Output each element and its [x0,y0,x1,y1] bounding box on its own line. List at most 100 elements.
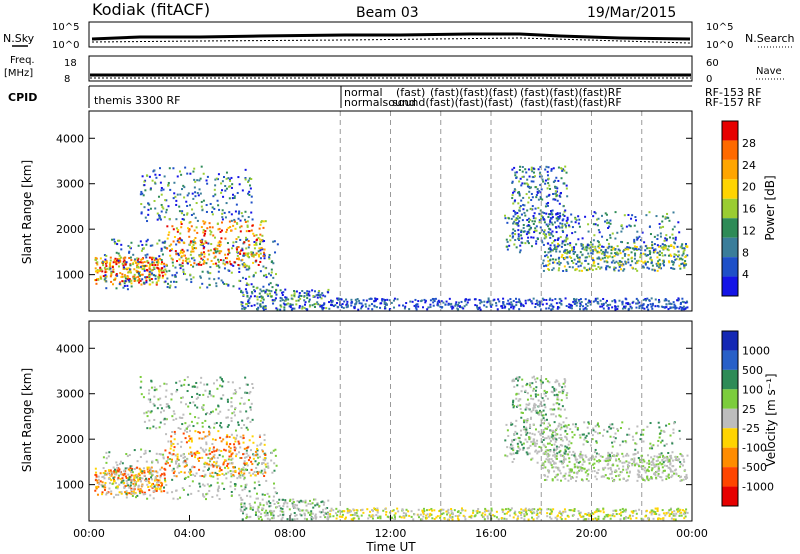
scatter-cell [522,419,525,422]
scatter-cell [144,216,147,219]
scatter-cell [671,260,674,263]
scatter-cell [234,406,237,409]
scatter-cell [230,458,233,461]
scatter-cell [566,249,569,252]
scatter-cell [207,242,210,245]
scatter-cell [105,275,108,278]
scatter-cell [229,447,232,450]
scatter-cell [564,510,567,513]
scatter-cell [145,281,148,284]
scatter-cell [217,430,220,433]
scatter-cell [217,404,220,407]
scatter-cell [508,514,511,517]
scatter-cell [234,488,237,491]
scatter-cell [239,446,242,449]
scatter-cell [124,256,127,259]
scatter-cell [674,518,677,521]
scatter-cell [253,304,256,307]
scatter-cell [558,194,561,197]
scatter-cell [553,408,556,411]
ytick-label: 4000 [56,132,84,145]
scatter-cell [303,517,306,520]
scatter-cell [244,178,247,181]
scatter-cell [138,281,141,284]
scatter-cell [176,458,179,461]
scatter-cell [219,421,222,424]
scatter-cell [189,273,192,276]
scatter-cell [645,254,648,257]
scatter-cell [540,418,543,421]
scatter-cell [248,243,251,246]
scatter-cell [543,437,546,440]
scatter-cell [527,242,530,245]
scatter-cell [318,294,321,297]
scatter-cell [512,191,515,194]
colorbar-frame [721,120,739,297]
scatter-cell [148,267,151,270]
scatter-cell [448,297,451,300]
scatter-cell [640,249,643,252]
scatter-cell [609,222,612,225]
scatter-cell [117,474,120,477]
scatter-cell [171,393,174,396]
scatter-cell [214,184,217,187]
scatter-cell [643,241,646,244]
scatter-cell [116,243,119,246]
scatter-cell [173,412,176,415]
scatter-cell [656,269,659,272]
scatter-cell [489,512,492,515]
scatter-cell [125,261,128,264]
scatter-cell [198,437,201,440]
scatter-cell [635,297,638,300]
scatter-cell [136,466,139,469]
scatter-cell [172,497,175,500]
scatter-cell [259,233,262,236]
scatter-cell [257,509,260,512]
scatter-cell [620,511,623,514]
scatter-cell [533,231,536,234]
scatter-cell [101,475,104,478]
scatter-cell [591,252,594,255]
scatter-cell [230,229,233,232]
scatter-cell [284,499,287,502]
scatter-cell [515,176,518,179]
scatter-cell [224,189,227,192]
scatter-cell [239,402,242,405]
scatter-cell [307,502,310,505]
scatter-cell [163,382,166,385]
scatter-cell [222,262,225,265]
scatter-cell [460,507,463,510]
scatter-cell [114,277,117,280]
scatter-cell [107,491,110,494]
scatter-cell [314,513,317,516]
scatter-cell [258,484,261,487]
scatter-cell [225,283,228,286]
scatter-cell [551,299,554,302]
scatter-cell [685,473,688,476]
scatter-cell [546,187,549,190]
scatter-cell [526,178,529,181]
scatter-cell [664,514,667,517]
scatter-cell [235,247,238,250]
scatter-cell [192,256,195,259]
scatter-cell [217,204,220,207]
scatter-cell [519,512,522,515]
scatter-cell [198,394,201,397]
scatter-cell [208,433,211,436]
scatter-cell [549,508,552,511]
scatter-cell [228,220,231,223]
scatter-cell [146,483,149,486]
scatter-cell [607,306,610,309]
scatter-cell [604,220,607,223]
scatter-cell [636,230,639,233]
scatter-cell [554,185,557,188]
scatter-cell [181,248,184,251]
scatter-cell [160,262,163,265]
scatter-cell [230,472,233,475]
scatter-cell [168,464,171,467]
scatter-cell [174,195,177,198]
scatter-cell [249,184,252,187]
scatter-cell [452,306,455,309]
scatter-cell [154,264,157,267]
scatter-cell [213,426,216,429]
